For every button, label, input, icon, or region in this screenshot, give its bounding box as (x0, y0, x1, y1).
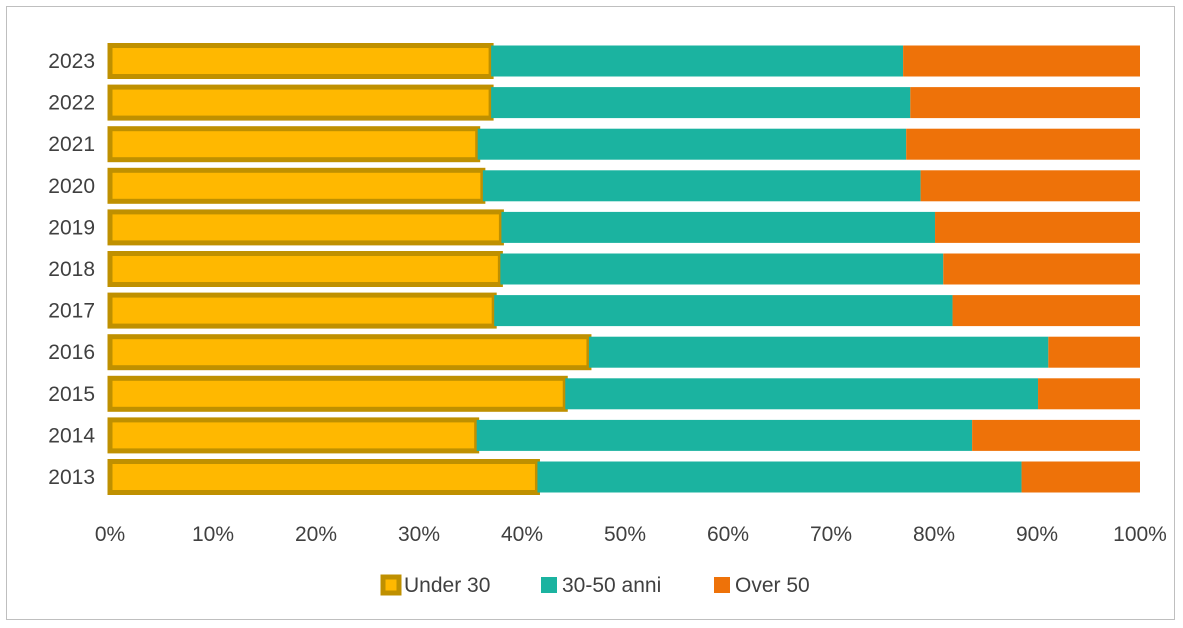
stacked-bar-chart: 2023 2022 2021 2020 2019 2018 2017 2016 2015 2014… (48, 43, 1167, 597)
bar-2021-30-50-anni (477, 128, 907, 160)
bar-2016-over-50 (1048, 336, 1140, 368)
bars-layer (107, 43, 1140, 495)
chart-frame: 2023 2022 2021 2020 2019 2018 2017 2016 2015 2014… (6, 6, 1175, 620)
bar-2017-over-50 (952, 295, 1140, 327)
bar-2020-under-30 (107, 167, 486, 204)
bar-2018-under-30 (107, 251, 503, 287)
y-tick-label-2016: 2016 (48, 341, 95, 364)
bar-2023-over-50 (903, 45, 1140, 77)
y-tick-label-2023: 2023 (48, 50, 95, 73)
y-tick-label-2013: 2013 (48, 466, 95, 489)
bar-2015-under-30 (107, 375, 568, 412)
legend-label-1: 30-50 anni (562, 574, 661, 597)
x-tick-label-40: 40% (501, 523, 543, 546)
legend-label-0: Under 30 (404, 574, 490, 597)
legend: Under 30 30-50 anni Over 50 (380, 574, 810, 597)
bar-2014-over-50 (972, 419, 1140, 451)
y-tick-label-2020: 2020 (48, 175, 95, 198)
bar-2013-over-50 (1021, 461, 1140, 493)
bar-2015-over-50 (1038, 378, 1140, 410)
x-tick-label-0: 0% (95, 523, 125, 546)
bar-2016-under-30 (107, 334, 592, 371)
bar-2021-over-50 (906, 128, 1140, 160)
bar-2023-under-30 (107, 43, 494, 79)
bar-2013-30-50-anni (537, 461, 1022, 493)
y-axis-labels: 2023 2022 2021 2020 2019 2018 2017 2016 2015 2014… (48, 50, 95, 489)
bar-2022-over-50 (910, 87, 1140, 119)
y-tick-label-2014: 2014 (48, 424, 95, 447)
y-tick-label-2015: 2015 (48, 383, 95, 406)
x-tick-label-100: 100% (1113, 523, 1167, 546)
bar-2022-30-50-anni (491, 87, 911, 119)
legend-swatch-2 (714, 577, 730, 593)
bar-2019-over-50 (935, 211, 1140, 243)
x-tick-label-20: 20% (295, 523, 337, 546)
bar-2018-30-50-anni (500, 253, 944, 285)
y-tick-label-2018: 2018 (48, 258, 95, 281)
x-tick-label-10: 10% (192, 523, 234, 546)
x-tick-label-60: 60% (707, 523, 749, 546)
legend-swatch-1 (541, 577, 557, 593)
y-tick-label-2021: 2021 (48, 133, 95, 156)
bar-2014-30-50-anni (476, 419, 973, 451)
bar-2023-30-50-anni (491, 45, 904, 77)
bar-2013-under-30 (107, 459, 540, 495)
y-tick-label-2022: 2022 (48, 92, 95, 115)
bar-2014-under-30 (107, 417, 480, 454)
bar-2021-under-30 (107, 126, 481, 163)
x-tick-label-30: 30% (398, 523, 440, 546)
x-tick-label-70: 70% (810, 523, 852, 546)
x-tick-label-50: 50% (604, 523, 646, 546)
x-tick-label-80: 80% (913, 523, 955, 546)
bar-2020-30-50-anni (482, 170, 921, 202)
legend-swatch-0 (380, 574, 402, 596)
y-tick-label-2019: 2019 (48, 216, 95, 239)
bar-2020-over-50 (920, 170, 1140, 202)
bar-2022-under-30 (107, 84, 494, 121)
bar-2017-30-50-anni (494, 295, 953, 327)
bar-2017-under-30 (107, 292, 497, 329)
x-tick-label-90: 90% (1016, 523, 1058, 546)
bar-2018-over-50 (943, 253, 1140, 285)
y-tick-label-2017: 2017 (48, 300, 95, 323)
bar-2015-30-50-anni (565, 378, 1039, 410)
legend-label-2: Over 50 (735, 574, 810, 597)
x-axis-labels: 0% 10% 20% 30% 40% 50% 60% 70% 80% 90% 100% (95, 523, 1167, 546)
bar-2019-under-30 (107, 209, 504, 246)
bar-2016-30-50-anni (588, 336, 1049, 368)
bar-2019-30-50-anni (501, 211, 936, 243)
